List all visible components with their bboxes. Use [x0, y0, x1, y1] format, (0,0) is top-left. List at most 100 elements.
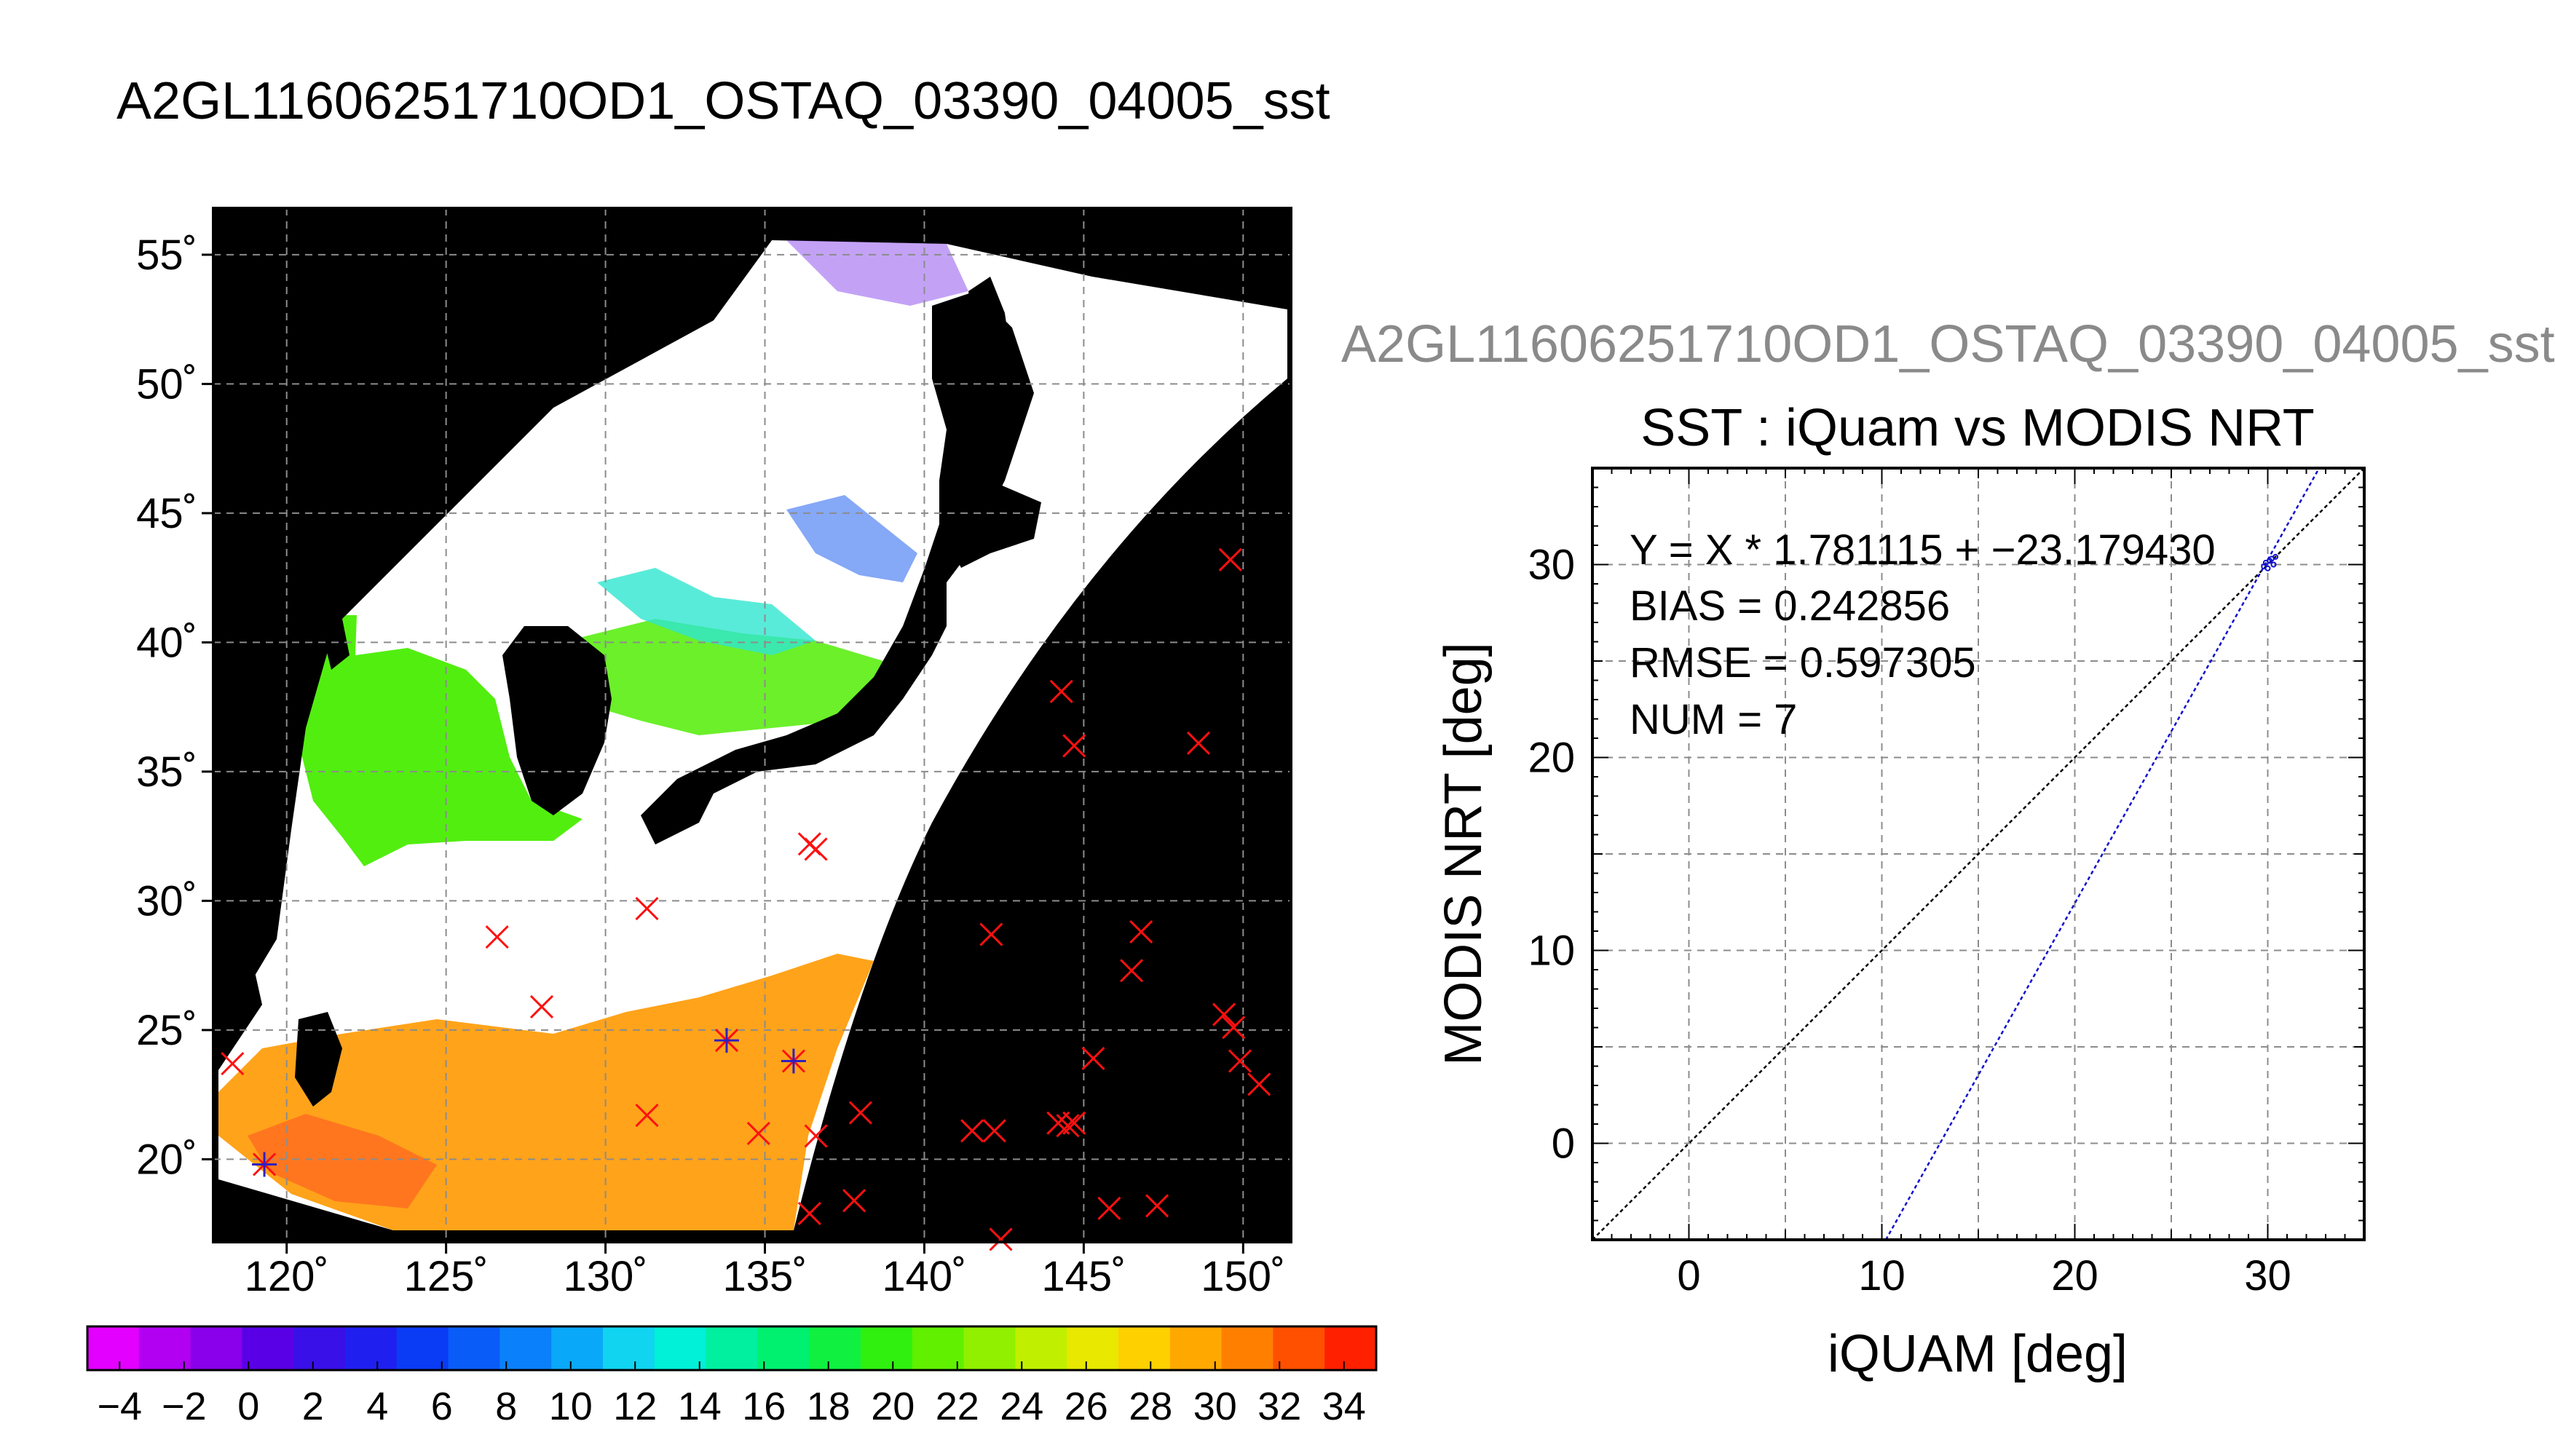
lat-tick-label: 55˚: [136, 232, 197, 279]
map-frame: [212, 207, 1292, 1243]
colorbar-tick-label: 4: [366, 1385, 388, 1428]
sst-blue-region: [786, 495, 917, 582]
colorbar-tick-label: 8: [495, 1385, 517, 1428]
colorbar-segment: [448, 1326, 501, 1370]
y-axis-label: MODIS NRT [deg]: [1434, 642, 1493, 1066]
sst-green-region: [299, 615, 583, 866]
colorbar-tick-label: 0: [237, 1385, 259, 1428]
buoy-marker-x: [1081, 1046, 1105, 1071]
buoy-marker-x: [1049, 679, 1073, 703]
buoy-marker-x: [1120, 959, 1144, 983]
colorbar-segment: [1324, 1326, 1377, 1370]
colorbar-tick-label: 18: [807, 1385, 850, 1428]
buoy-marker-x: [804, 837, 828, 861]
x-tick-label: 30: [2244, 1252, 2291, 1299]
colorbar-tick-label: −4: [97, 1385, 142, 1428]
colorbar-segment: [757, 1326, 810, 1370]
colorbar-tick-label: 10: [549, 1385, 593, 1428]
lon-tick-label: 135˚: [722, 1253, 807, 1300]
colorbar-segment: [1169, 1326, 1223, 1370]
colorbar-tick-label: 26: [1065, 1385, 1108, 1428]
buoy-marker-x: [635, 1103, 659, 1128]
colorbar-tick-label: 24: [1000, 1385, 1043, 1428]
lon-tick-label: 130˚: [564, 1253, 648, 1300]
buoy-marker-x: [1218, 547, 1242, 571]
colorbar-segment: [396, 1326, 449, 1370]
land-korea: [502, 626, 612, 815]
lat-tick-label: 50˚: [136, 360, 197, 408]
colorbar-segment: [654, 1326, 707, 1370]
buoy-marker-x: [1228, 1049, 1252, 1073]
colorbar-tick-label: 22: [936, 1385, 979, 1428]
lat-tick-label: 40˚: [136, 619, 197, 666]
buoy-marker-x: [1062, 734, 1086, 758]
lon-tick-label: 140˚: [882, 1253, 966, 1300]
x-axis-label: iQUAM [deg]: [1828, 1325, 2128, 1383]
colorbar-tick-label: −2: [162, 1385, 207, 1428]
buoy-marker-x: [989, 1227, 1013, 1251]
lon-tick-label: 125˚: [404, 1253, 489, 1300]
scatter-title: SST : iQuam vs MODIS NRT: [1640, 399, 2315, 457]
x-tick-label: 10: [1858, 1252, 1906, 1299]
buoy-marker-x: [982, 1119, 1006, 1143]
scatter-point: [2267, 558, 2273, 564]
stat-line: NUM = 7: [1630, 696, 1797, 743]
buoy-marker-x: [1145, 1194, 1169, 1218]
colorbar-segment: [499, 1326, 553, 1370]
buoy-marker-x: [797, 1201, 821, 1226]
sst-map: 120˚ 125˚ 130˚ 135˚ 140˚ 145˚ 150˚ 55˚ 50˚ 45˚ 40˚…: [86, 207, 1378, 1428]
colorbar-tick-label: 30: [1193, 1385, 1237, 1428]
buoy-marker-x: [1212, 1002, 1236, 1026]
buoy-marker-x: [1247, 1072, 1271, 1096]
lon-tick-label: 120˚: [245, 1253, 329, 1300]
land-china-coast: [213, 208, 772, 1041]
land-hokkaido: [947, 480, 1041, 568]
y-tick-label: 20: [1528, 735, 1575, 782]
lat-tick-label: 25˚: [136, 1007, 197, 1054]
identity-line: [1592, 467, 2365, 1241]
colorbar-segment: [912, 1326, 965, 1370]
stat-line: Y = X * 1.781115 + −23.179430: [1630, 526, 2216, 574]
colorbar-tick-label: 16: [742, 1385, 786, 1428]
colorbar-segment: [190, 1326, 243, 1370]
buoy-marker-x: [485, 925, 509, 949]
sst-red-region: [248, 1114, 437, 1208]
buoy-marker-x: [848, 1101, 872, 1125]
colorbar-segment: [551, 1326, 604, 1370]
lon-tick-label: 150˚: [1201, 1253, 1285, 1300]
lat-tick-label: 35˚: [136, 748, 197, 796]
buoy-marker-x: [746, 1121, 770, 1145]
scatter-point: [2261, 563, 2267, 570]
colorbar-segment: [242, 1326, 295, 1370]
colorbar-segment: [1067, 1326, 1119, 1370]
colorbar-tick-label: 12: [613, 1385, 657, 1428]
colorbar-tick-label: 20: [871, 1385, 915, 1428]
colorbar-tick-label: 32: [1257, 1385, 1301, 1428]
colorbar-tick-label: 14: [678, 1385, 722, 1428]
buoy-marker-x: [842, 1189, 866, 1213]
colorbar-segment: [138, 1326, 191, 1370]
faded-title: A2GL11606251710OD1_OSTAQ_03390_04005_sst: [1341, 315, 2555, 373]
buoy-marker-star: [252, 1152, 277, 1177]
scatter-plot: SST : iQuam vs MODIS NRT 0 10 20 300102030 …: [1434, 399, 2366, 1383]
sst-cyan-region: [597, 568, 816, 655]
buoy-marker-star: [781, 1048, 806, 1074]
buoy-marker-x: [1186, 731, 1211, 755]
buoy-marker-x: [1056, 1114, 1080, 1138]
lat-tick-label: 45˚: [136, 490, 197, 537]
stat-line: BIAS = 0.242856: [1630, 582, 1950, 630]
buoy-marker-x: [1097, 1196, 1121, 1220]
land-sakhalin: [968, 277, 1012, 437]
colorbar-segment: [1015, 1326, 1068, 1370]
buoy-marker-x: [529, 994, 554, 1019]
buoy-marker-x: [1222, 1016, 1246, 1040]
y-tick-label: 0: [1552, 1120, 1575, 1168]
regression-line: [1884, 467, 2321, 1241]
colorbar-segment: [861, 1326, 913, 1370]
buoy-marker-x: [1129, 919, 1153, 944]
sst-purple-okhotsk: [786, 240, 968, 306]
buoy-marker-x: [221, 1051, 245, 1076]
colorbar-segment: [963, 1326, 1016, 1370]
land-bohai: [320, 619, 350, 670]
scatter-point: [2272, 553, 2279, 560]
